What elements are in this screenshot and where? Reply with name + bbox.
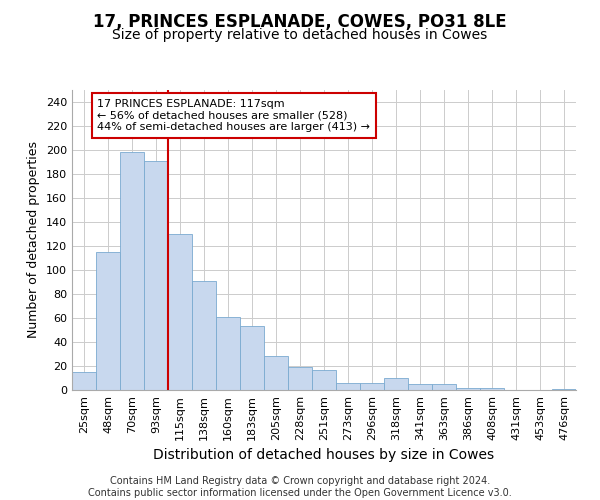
Bar (192, 281, 216, 390)
Bar (144, 161, 168, 390)
Y-axis label: Number of detached properties: Number of detached properties (28, 142, 40, 338)
Text: 17 PRINCES ESPLANADE: 117sqm
← 56% of detached houses are smaller (528)
44% of s: 17 PRINCES ESPLANADE: 117sqm ← 56% of de… (97, 99, 370, 132)
Bar (288, 367, 312, 390)
Bar (432, 384, 456, 390)
Bar (456, 388, 480, 390)
Text: 17, PRINCES ESPLANADE, COWES, PO31 8LE: 17, PRINCES ESPLANADE, COWES, PO31 8LE (93, 12, 507, 30)
Bar (552, 389, 576, 390)
Bar (96, 252, 120, 390)
Text: Size of property relative to detached houses in Cowes: Size of property relative to detached ho… (112, 28, 488, 42)
Bar (168, 234, 192, 390)
Bar (360, 383, 384, 390)
Bar (264, 356, 288, 390)
Bar (384, 378, 408, 390)
Bar (480, 388, 504, 390)
Bar (408, 384, 432, 390)
Bar (240, 326, 264, 390)
Bar (312, 370, 336, 390)
Bar (72, 372, 96, 390)
Text: Contains HM Land Registry data © Crown copyright and database right 2024.
Contai: Contains HM Land Registry data © Crown c… (88, 476, 512, 498)
Bar (216, 317, 240, 390)
Bar (336, 383, 360, 390)
Bar (120, 152, 144, 390)
X-axis label: Distribution of detached houses by size in Cowes: Distribution of detached houses by size … (154, 448, 494, 462)
